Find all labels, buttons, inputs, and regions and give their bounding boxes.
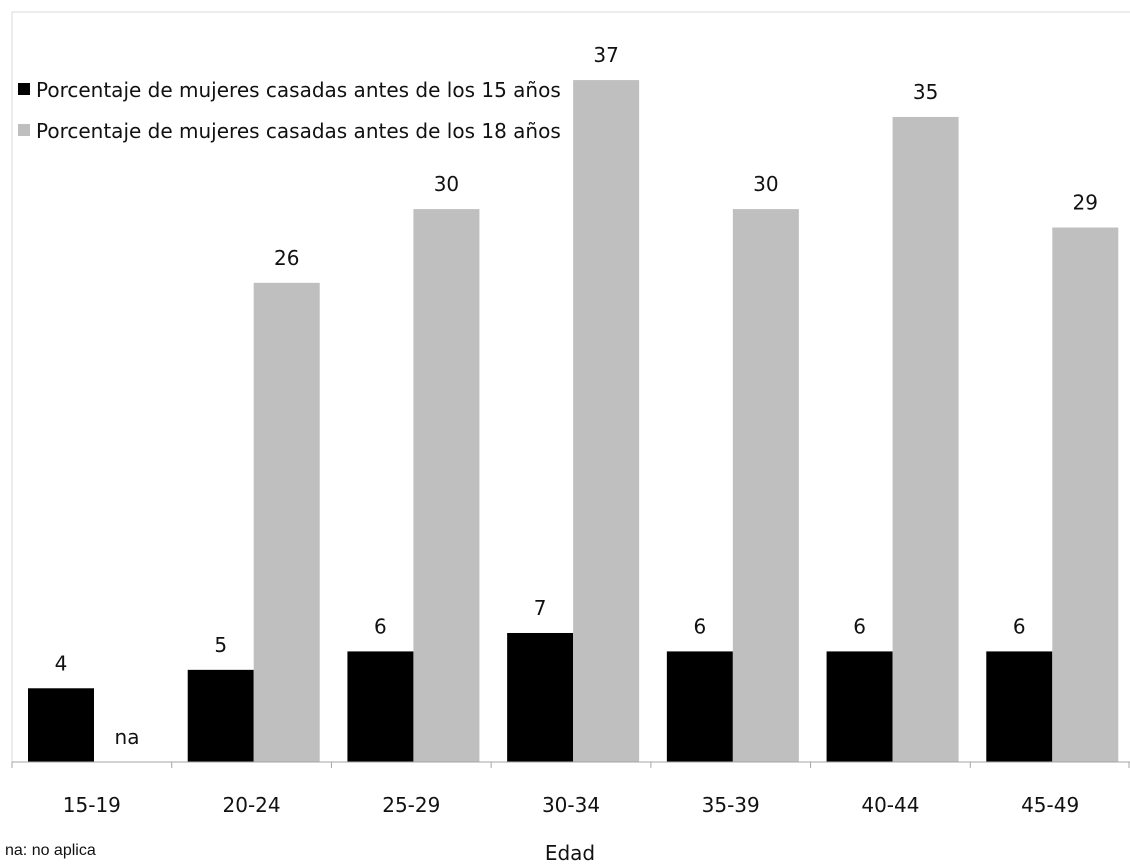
x-ticks-group bbox=[11, 762, 1130, 768]
bar-before-15-15-19 bbox=[28, 688, 94, 762]
legend-label-15: Porcentaje de mujeres casadas antes de l… bbox=[36, 78, 561, 102]
x-tick-label: 20-24 bbox=[223, 793, 281, 817]
data-label: 7 bbox=[534, 596, 547, 620]
bar-before-18-20-24 bbox=[253, 282, 320, 762]
bar-before-18-45-49 bbox=[1052, 227, 1119, 762]
bar-before-18-40-44 bbox=[892, 116, 959, 762]
bar-before-15-40-44 bbox=[826, 651, 893, 762]
x-axis-title: Edad bbox=[545, 841, 595, 865]
data-labels-group: 4 na 5 26 6 30 7 37 6 30 6 35 6 29 bbox=[55, 43, 1098, 749]
bar-before-15-35-39 bbox=[666, 651, 733, 762]
data-label: 29 bbox=[1073, 191, 1098, 215]
bars-group bbox=[28, 80, 1119, 763]
x-tick-label: 15-19 bbox=[63, 793, 121, 817]
data-label: 37 bbox=[593, 43, 618, 67]
data-label: 6 bbox=[374, 614, 387, 638]
legend-swatch-18 bbox=[18, 124, 30, 136]
x-tick-label: 45-49 bbox=[1021, 793, 1079, 817]
data-label: 35 bbox=[913, 80, 938, 104]
data-label: 5 bbox=[214, 633, 227, 657]
bar-before-18-35-39 bbox=[732, 209, 799, 763]
data-label: 26 bbox=[274, 246, 299, 270]
data-label: 4 bbox=[55, 651, 68, 675]
data-label: 30 bbox=[753, 172, 778, 196]
bar-before-15-30-34 bbox=[507, 632, 574, 762]
x-tick-label: 35-39 bbox=[702, 793, 760, 817]
data-label: 6 bbox=[693, 614, 706, 638]
data-label: 6 bbox=[853, 614, 866, 638]
x-tick-label: 25-29 bbox=[382, 793, 440, 817]
x-tick-label: 30-34 bbox=[542, 793, 600, 817]
bar-before-18-30-34 bbox=[573, 80, 640, 763]
x-tick-labels-group: 15-19 20-24 25-29 30-34 35-39 40-44 45-49 bbox=[63, 793, 1079, 817]
bar-before-15-20-24 bbox=[187, 669, 254, 762]
bar-before-18-25-29 bbox=[413, 209, 480, 763]
bar-before-15-25-29 bbox=[347, 651, 414, 762]
data-label: 30 bbox=[434, 172, 459, 196]
x-tick-label: 40-44 bbox=[861, 793, 919, 817]
bar-before-15-45-49 bbox=[986, 651, 1053, 762]
legend-label-18: Porcentaje de mujeres casadas antes de l… bbox=[36, 119, 561, 143]
legend-swatch-15 bbox=[18, 83, 30, 95]
data-label: 6 bbox=[1013, 614, 1026, 638]
legend: Porcentaje de mujeres casadas antes de l… bbox=[18, 78, 561, 143]
footnote: na: no aplica bbox=[5, 842, 96, 859]
data-label: na bbox=[115, 725, 140, 749]
